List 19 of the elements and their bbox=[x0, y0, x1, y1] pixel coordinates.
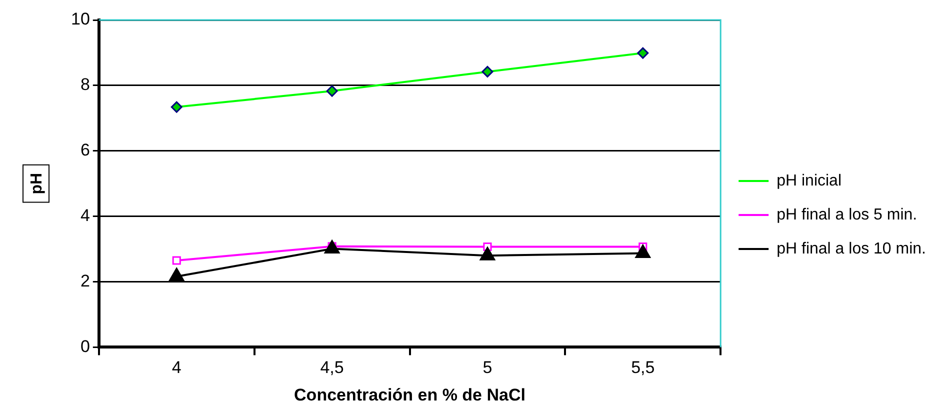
y-tick-label: 6 bbox=[80, 140, 90, 160]
point bbox=[168, 268, 184, 282]
y-tick-label: 4 bbox=[80, 206, 90, 226]
legend-label: pH final a los 10 min. bbox=[776, 240, 926, 258]
y-tick-label: 8 bbox=[80, 75, 90, 94]
legend-label: pH final a los 5 min. bbox=[776, 206, 918, 224]
x-axis-title: Concentración en % de NaCl bbox=[294, 385, 526, 404]
x-tick-label: 4 bbox=[172, 358, 182, 378]
y-tick-label: 10 bbox=[70, 10, 90, 29]
y-axis-title: pH bbox=[28, 172, 46, 194]
legend-label: pH inicial bbox=[776, 172, 842, 190]
x-tick-label: 4,5 bbox=[320, 358, 344, 378]
y-tick-label: 0 bbox=[80, 336, 90, 356]
x-tick-label: 5 bbox=[482, 358, 492, 378]
point bbox=[480, 246, 496, 260]
point bbox=[635, 244, 651, 258]
y-tick-label: 2 bbox=[80, 271, 90, 290]
point bbox=[324, 240, 340, 254]
x-tick-label: 5,5 bbox=[631, 358, 655, 378]
